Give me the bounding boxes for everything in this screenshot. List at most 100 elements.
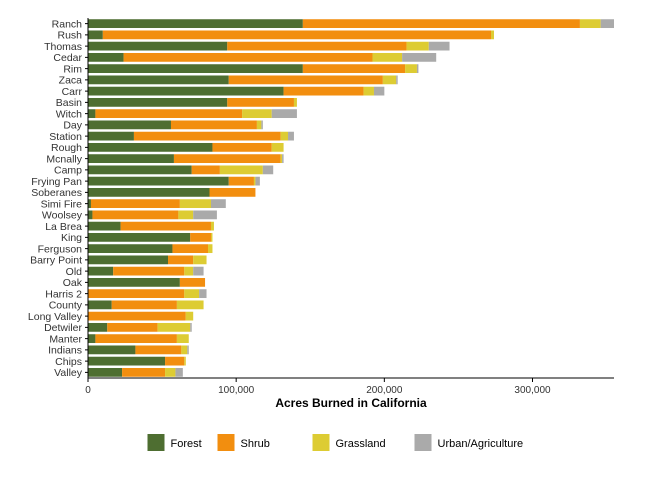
legend-swatch-forest <box>147 434 165 451</box>
bar-simi-fire-shrub <box>90 199 180 209</box>
bar-indians-urban-agriculture <box>187 345 189 355</box>
bar-witch-forest <box>88 109 96 119</box>
bar-carr-forest <box>88 86 284 96</box>
bar-la-brea-forest <box>88 221 121 231</box>
category-label: Valley <box>54 367 83 379</box>
legend: Forest Shrub Grassland Urban/Agriculture <box>147 434 523 451</box>
bar-zaca-forest <box>88 75 229 85</box>
legend-label: Shrub <box>241 438 270 450</box>
bar-rough-grassland <box>271 142 284 152</box>
bar-zaca-urban-agriculture <box>396 75 398 85</box>
category-label: Thomas <box>44 41 82 53</box>
bar-chips-grassland <box>184 356 186 366</box>
category-label: Witch <box>56 108 82 120</box>
bar-la-brea-grassland <box>210 221 214 231</box>
bar-long-valley-shrub <box>88 311 186 321</box>
bar-detwiler-shrub <box>107 322 158 332</box>
bar-ranch-urban-agriculture <box>600 19 614 29</box>
bar-zaca-shrub <box>228 75 383 85</box>
bar-day-urban-agriculture <box>261 120 263 130</box>
bar-indians-shrub <box>135 345 182 355</box>
bar-day-grassland <box>256 120 262 130</box>
category-labels: RanchRushThomasCedarRimZacaCarrBasinWitc… <box>28 18 88 379</box>
bar-witch-urban-agriculture <box>271 109 297 119</box>
category-label: Camp <box>54 165 82 177</box>
bar-station-urban-agriculture <box>288 131 294 141</box>
bar-harris-2-shrub <box>88 289 185 299</box>
bar-soberanes-shrub <box>209 187 256 197</box>
bar-detwiler-forest <box>88 322 108 332</box>
category-label: Long Valley <box>28 311 83 323</box>
bar-station-grassland <box>280 131 289 141</box>
category-label: Ferguson <box>38 243 83 255</box>
bar-barry-point-shrub <box>168 255 194 265</box>
bar-old-forest <box>88 266 114 276</box>
bar-camp-forest <box>88 165 192 175</box>
bar-long-valley-grassland <box>185 311 194 321</box>
bar-king-grassland <box>210 232 213 242</box>
category-label: Soberanes <box>31 187 82 199</box>
bar-station-forest <box>88 131 134 141</box>
bar-basin-grassland <box>293 97 297 107</box>
bar-old-shrub <box>113 266 185 276</box>
bar-manter-shrub <box>95 334 177 344</box>
bar-thomas-shrub <box>227 41 407 51</box>
category-label: Detwiler <box>44 322 82 334</box>
category-label: Oak <box>63 277 83 289</box>
bar-thomas-forest <box>88 41 228 51</box>
bar-manter-forest <box>88 334 96 344</box>
category-label: Zaca <box>59 75 83 87</box>
bar-ferguson-grassland <box>208 244 213 254</box>
bar-day-forest <box>88 120 171 130</box>
bar-county-shrub <box>111 300 177 310</box>
category-label: Harris 2 <box>45 288 82 300</box>
bar-county-forest <box>88 300 112 310</box>
bar-cedar-forest <box>88 52 124 62</box>
bar-camp-shrub <box>191 165 220 175</box>
bar-rim-urban-agriculture <box>416 64 419 74</box>
bar-carr-grassland <box>363 86 374 96</box>
category-label: Barry Point <box>30 255 82 267</box>
bar-thomas-urban-agriculture <box>428 41 450 51</box>
bar-mcnally-grassland <box>280 154 283 164</box>
bar-rough-forest <box>88 142 213 152</box>
bar-zaca-grassland <box>382 75 397 85</box>
legend-swatch-grassland <box>312 434 330 451</box>
category-label: Simi Fire <box>41 198 83 210</box>
legend-swatch-shrub <box>217 434 235 451</box>
bar-chips-shrub <box>165 356 185 366</box>
bar-witch-shrub <box>95 109 243 119</box>
bar-ferguson-shrub <box>172 244 209 254</box>
bar-woolsey-shrub <box>92 210 179 220</box>
bar-manter-grassland <box>176 334 189 344</box>
category-label: Rough <box>51 142 82 154</box>
category-label: Station <box>49 131 82 143</box>
x-axis-title: Acres Burned in California <box>275 396 427 410</box>
category-label: Indians <box>48 345 82 357</box>
bar-woolsey-forest <box>88 210 93 220</box>
bar-frying-pan-grassland <box>253 176 256 186</box>
bar-frying-pan-forest <box>88 176 229 186</box>
category-label: Ranch <box>52 18 83 30</box>
bar-mcnally-urban-agriculture <box>282 154 284 164</box>
category-label: Frying Pan <box>31 176 82 188</box>
x-tick-label: 0 <box>85 385 91 396</box>
bar-old-grassland <box>184 266 194 276</box>
bar-king-forest <box>88 232 191 242</box>
x-tick-label: 100,000 <box>218 385 255 396</box>
category-label: Manter <box>49 333 82 345</box>
bar-rim-grassland <box>405 64 417 74</box>
x-ticks: 0 100,000 200,000 300,000 <box>85 378 551 396</box>
bar-indians-grassland <box>181 345 188 355</box>
category-label: Chips <box>55 356 82 368</box>
category-label: La Brea <box>45 221 82 233</box>
bar-chips-forest <box>88 356 166 366</box>
category-label: Day <box>63 120 82 132</box>
x-tick-label: 200,000 <box>366 385 403 396</box>
bar-valley-grassland <box>165 367 176 377</box>
bar-witch-grassland <box>242 109 272 119</box>
category-label: Rush <box>57 30 82 42</box>
bar-oak-forest <box>88 277 180 287</box>
bar-woolsey-urban-agriculture <box>193 210 217 220</box>
